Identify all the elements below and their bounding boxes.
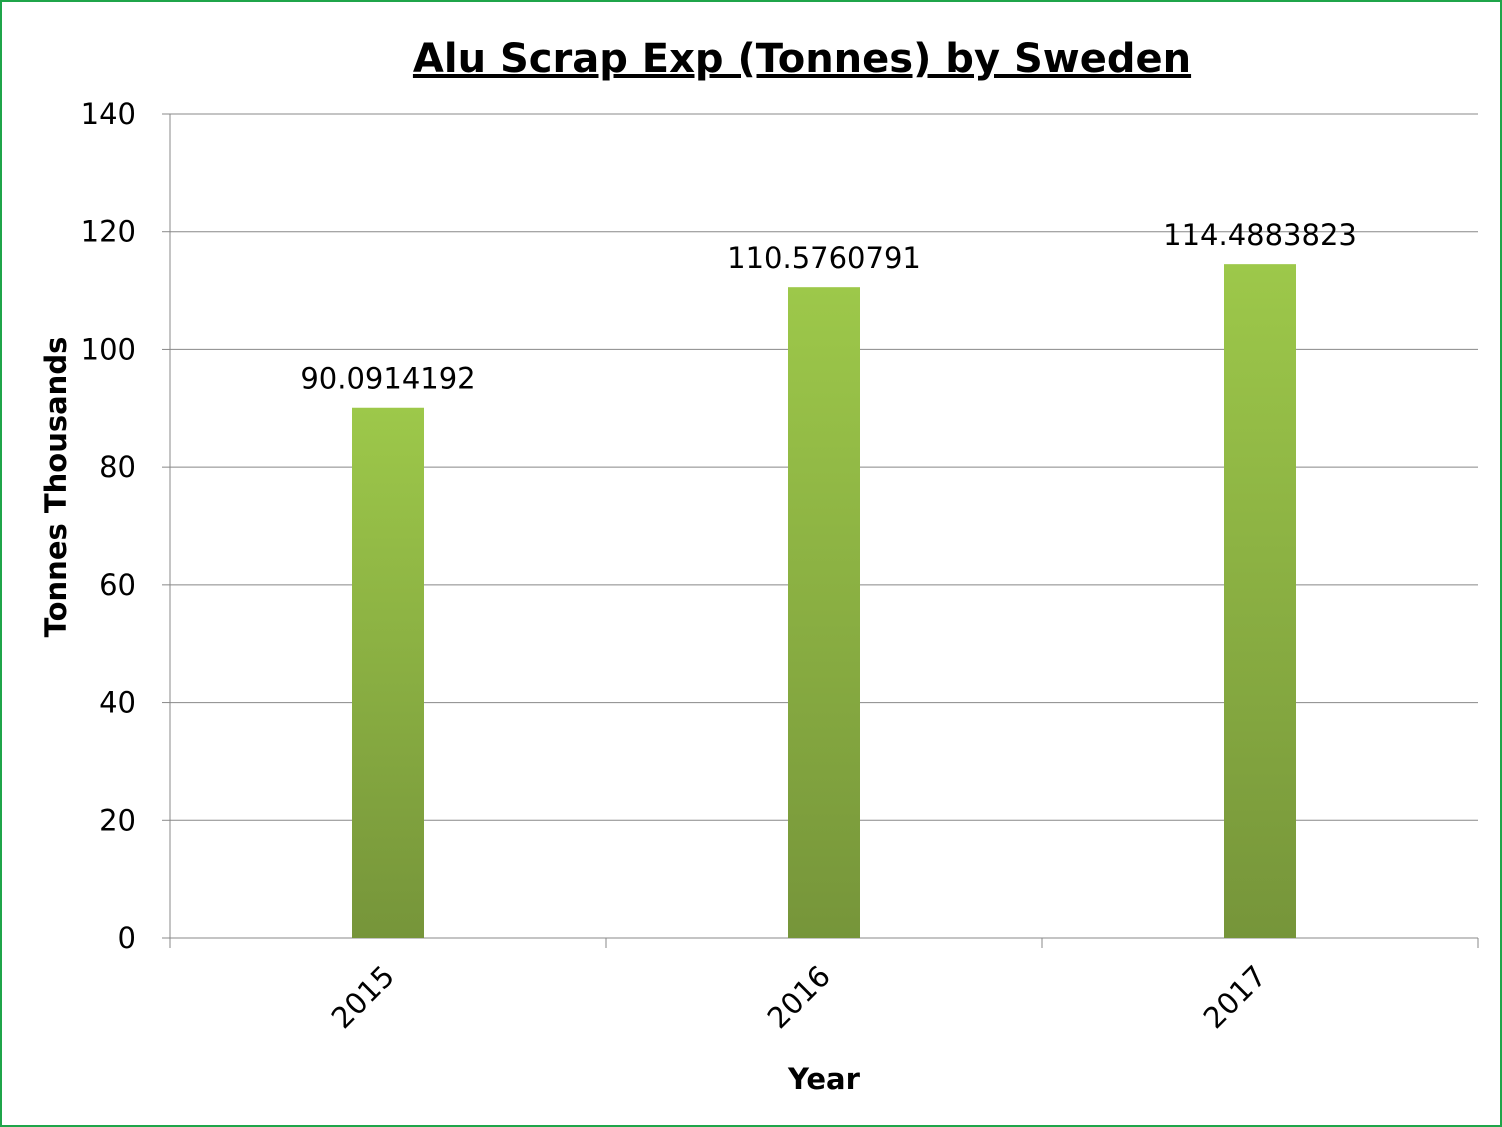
x-tick-label-2015: 2015 — [325, 959, 401, 1035]
x-axis-title: Year — [787, 1062, 861, 1096]
y-tick-label: 100 — [81, 332, 136, 366]
bar-2016 — [788, 287, 860, 938]
y-tick-labels: 0 20 40 60 80 100 120 140 — [81, 97, 136, 955]
bars — [352, 264, 1296, 939]
y-tick-label: 80 — [99, 450, 136, 484]
bar-2015 — [352, 407, 424, 938]
y-axis-title: Tonnes Thousands — [39, 337, 73, 638]
x-tick-label-2017: 2017 — [1197, 959, 1273, 1035]
y-tick-label: 120 — [81, 215, 136, 249]
data-label-2015: 90.0914192 — [300, 362, 475, 396]
data-label-2016: 110.5760791 — [727, 241, 921, 275]
bar-2017 — [1224, 264, 1296, 939]
y-tick-label: 40 — [99, 686, 136, 720]
data-label-2017: 114.4883823 — [1163, 218, 1357, 252]
chart-title: Alu Scrap Exp (Tonnes) by Sweden — [413, 36, 1191, 82]
data-labels: 90.0914192 110.5760791 114.4883823 — [300, 218, 1357, 396]
y-tick-label: 60 — [99, 568, 136, 602]
x-tick-labels: 2015 2016 2017 — [325, 959, 1273, 1035]
y-tick-label: 0 — [118, 921, 136, 955]
y-tick-label: 140 — [81, 97, 136, 131]
x-tick-label-2016: 2016 — [761, 959, 837, 1035]
y-tick-label: 20 — [99, 803, 136, 837]
